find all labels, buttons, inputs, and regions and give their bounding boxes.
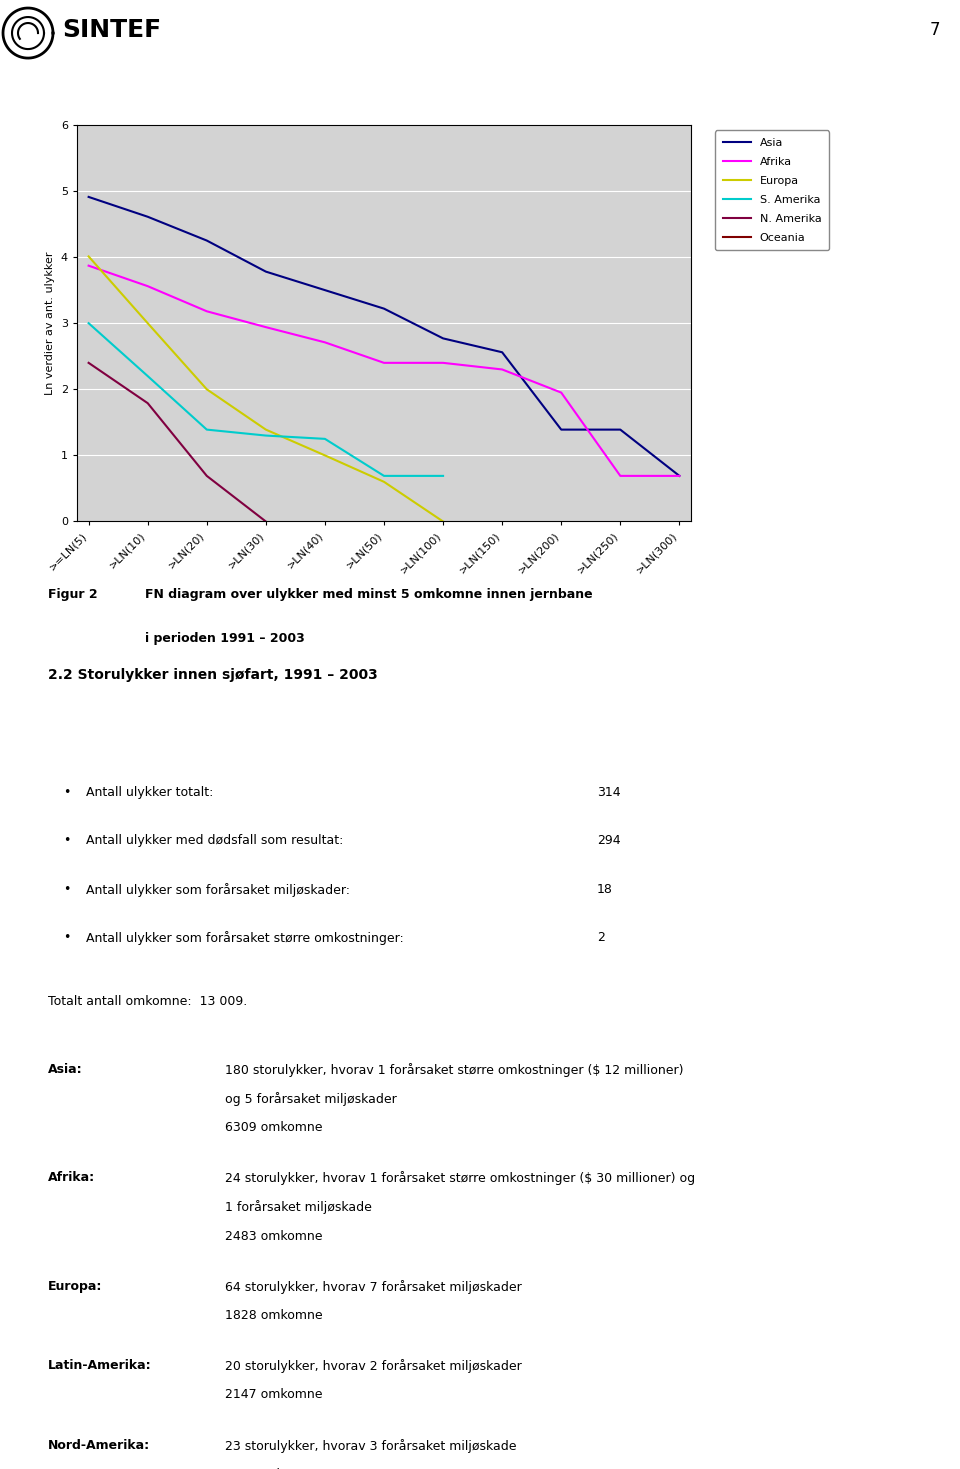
Text: 6309 omkomne: 6309 omkomne [225,1121,323,1134]
Text: 24 storulykker, hvorav 1 forårsaket større omkostninger ($ 30 millioner) og: 24 storulykker, hvorav 1 forårsaket stør… [225,1171,695,1185]
Text: Asia:: Asia: [48,1062,83,1075]
Text: 2: 2 [597,931,605,945]
Text: Figur 2: Figur 2 [48,588,98,601]
Text: Latin-Amerika:: Latin-Amerika: [48,1359,152,1372]
Text: 294: 294 [597,834,621,848]
Legend: Asia, Afrika, Europa, S. Amerika, N. Amerika, Oceania: Asia, Afrika, Europa, S. Amerika, N. Ame… [715,131,829,250]
Text: 7: 7 [929,21,940,40]
Text: 2483 omkomne: 2483 omkomne [225,1230,323,1243]
Text: •: • [63,931,71,945]
Text: Afrika:: Afrika: [48,1171,95,1184]
Text: Antall ulykker som forårsaket større omkostninger:: Antall ulykker som forårsaket større omk… [86,931,404,946]
Y-axis label: Ln verdier av ant. ulykker: Ln verdier av ant. ulykker [45,251,55,395]
Text: 2.2 Storulykker innen sjøfart, 1991 – 2003: 2.2 Storulykker innen sjøfart, 1991 – 20… [48,668,377,683]
Text: Antall ulykker totalt:: Antall ulykker totalt: [86,786,213,799]
Text: i perioden 1991 – 2003: i perioden 1991 – 2003 [145,632,305,645]
Text: 18: 18 [597,883,613,896]
Text: •: • [63,834,71,848]
Text: Totalt antall omkomne:  13 009.: Totalt antall omkomne: 13 009. [48,995,248,1008]
Text: 64 storulykker, hvorav 7 forårsaket miljøskader: 64 storulykker, hvorav 7 forårsaket milj… [225,1279,522,1294]
Text: og 5 forårsaket miljøskader: og 5 forårsaket miljøskader [225,1091,396,1106]
Text: 314: 314 [597,786,621,799]
Text: Europa:: Europa: [48,1279,103,1293]
Text: 1828 omkomne: 1828 omkomne [225,1309,323,1322]
Text: 23 storulykker, hvorav 3 forårsaket miljøskade: 23 storulykker, hvorav 3 forårsaket milj… [225,1438,516,1453]
Text: 1 forårsaket miljøskade: 1 forårsaket miljøskade [225,1200,372,1215]
Text: Nord-Amerika:: Nord-Amerika: [48,1438,150,1451]
Text: 2147 omkomne: 2147 omkomne [225,1388,323,1401]
Text: 180 storulykker, hvorav 1 forårsaket større omkostninger ($ 12 millioner): 180 storulykker, hvorav 1 forårsaket stø… [225,1062,684,1077]
Text: Antall ulykker med dødsfall som resultat:: Antall ulykker med dødsfall som resultat… [86,834,344,848]
Text: 20 storulykker, hvorav 2 forårsaket miljøskader: 20 storulykker, hvorav 2 forårsaket milj… [225,1359,522,1374]
Text: •: • [63,786,71,799]
Text: FN diagram over ulykker med minst 5 omkomne innen jernbane: FN diagram over ulykker med minst 5 omko… [145,588,592,601]
Text: Antall ulykker som forårsaket miljøskader:: Antall ulykker som forårsaket miljøskade… [86,883,350,898]
Text: •: • [63,883,71,896]
Text: SINTEF: SINTEF [62,18,161,43]
